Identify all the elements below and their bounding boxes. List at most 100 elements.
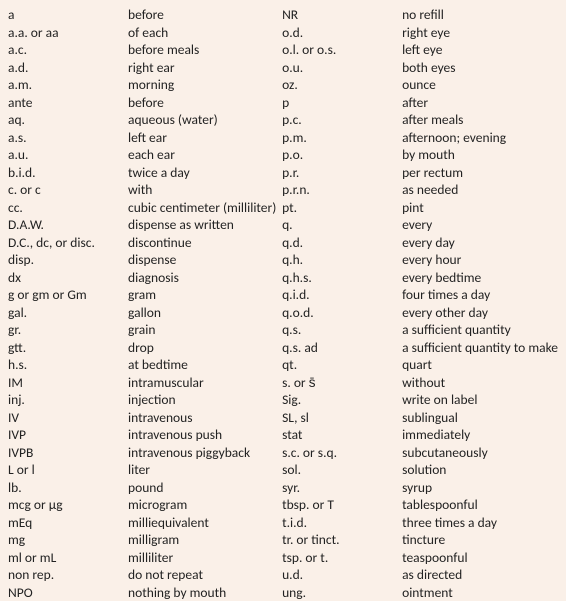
- right-abbr-row: q.: [282, 216, 402, 234]
- left-abbr-row: mEq: [8, 514, 128, 532]
- right-def-row: a sufficient quantity to make: [402, 339, 558, 357]
- right-abbr-row: tbsp. or T: [282, 496, 402, 514]
- right-def-row: ointment: [402, 584, 558, 601]
- left-abbr-row: a: [8, 6, 128, 24]
- right-abbr-row: p.m.: [282, 129, 402, 147]
- right-def-row: four times a day: [402, 286, 558, 304]
- right-def-row: tablespoonful: [402, 496, 558, 514]
- left-abbr-row: a.m.: [8, 76, 128, 94]
- right-abbr-row: p.o.: [282, 146, 402, 164]
- left-def-row: intravenous: [128, 409, 282, 427]
- left-abbr-row: gal.: [8, 304, 128, 322]
- left-def-row: cubic centimeter (milliliter): [128, 199, 282, 217]
- left-def-row: liter: [128, 461, 282, 479]
- left-abbr-row: a.a. or aa: [8, 24, 128, 42]
- left-abbr-row: L or l: [8, 461, 128, 479]
- left-abbr-row: D.C., dc, or disc.: [8, 234, 128, 252]
- left-abbr-row: IM: [8, 374, 128, 392]
- right-abbr-row: ung.: [282, 584, 402, 601]
- left-column-group: aa.a. or aaa.c.a.d.a.m.anteaq.a.s.a.u.b.…: [8, 6, 282, 569]
- right-def-row: after: [402, 94, 558, 112]
- left-def-row: discontinue: [128, 234, 282, 252]
- right-def-row: syrup: [402, 479, 558, 497]
- left-def-row: before: [128, 6, 282, 24]
- left-def-row: aqueous (water): [128, 111, 282, 129]
- left-def-row: at bedtime: [128, 356, 282, 374]
- right-abbr-row: s. or s̄: [282, 374, 402, 392]
- right-def-row: per rectum: [402, 164, 558, 182]
- left-def-row: before: [128, 94, 282, 112]
- right-def-row: left eye: [402, 41, 558, 59]
- left-abbr-row: aq.: [8, 111, 128, 129]
- left-abbr-row: IVPB: [8, 444, 128, 462]
- right-abbr-row: s.c. or s.q.: [282, 444, 402, 462]
- right-def-row: write on label: [402, 391, 558, 409]
- left-def-row: injection: [128, 391, 282, 409]
- left-abbr-row: mcg or µg: [8, 496, 128, 514]
- right-def-row: both eyes: [402, 59, 558, 77]
- left-def-row: morning: [128, 76, 282, 94]
- left-def-column: beforeof eachbefore mealsright earmornin…: [128, 6, 282, 569]
- right-column-group: NRo.d.o.l. or o.s.o.u.oz.pp.c.p.m.p.o.p.…: [282, 6, 558, 569]
- right-def-row: every hour: [402, 251, 558, 269]
- right-def-row: every other day: [402, 304, 558, 322]
- left-abbr-row: inj.: [8, 391, 128, 409]
- right-def-row: solution: [402, 461, 558, 479]
- right-abbr-row: p.r.: [282, 164, 402, 182]
- right-abbr-row: q.o.d.: [282, 304, 402, 322]
- left-abbr-row: a.u.: [8, 146, 128, 164]
- left-def-row: pound: [128, 479, 282, 497]
- left-abbr-row: a.s.: [8, 129, 128, 147]
- left-def-row: before meals: [128, 41, 282, 59]
- right-abbr-row: p: [282, 94, 402, 112]
- right-abbr-row: q.h.s.: [282, 269, 402, 287]
- left-def-row: intravenous piggyback: [128, 444, 282, 462]
- right-abbr-row: tr. or tinct.: [282, 531, 402, 549]
- left-abbr-row: c. or c: [8, 181, 128, 199]
- left-abbr-row: a.d.: [8, 59, 128, 77]
- left-def-row: dispense as written: [128, 216, 282, 234]
- left-abbr-row: ml or mL: [8, 549, 128, 567]
- right-def-row: teaspoonful: [402, 549, 558, 567]
- left-def-row: with: [128, 181, 282, 199]
- left-abbr-row: gr.: [8, 321, 128, 339]
- left-def-row: dispense: [128, 251, 282, 269]
- left-def-row: left ear: [128, 129, 282, 147]
- left-def-row: microgram: [128, 496, 282, 514]
- right-def-row: every day: [402, 234, 558, 252]
- right-def-row: without: [402, 374, 558, 392]
- left-abbr-row: NPO: [8, 584, 128, 601]
- right-def-row: a sufficient quantity: [402, 321, 558, 339]
- left-def-row: intravenous push: [128, 426, 282, 444]
- left-def-row: gallon: [128, 304, 282, 322]
- right-abbr-row: t.i.d.: [282, 514, 402, 532]
- right-def-row: every: [402, 216, 558, 234]
- right-abbr-row: p.c.: [282, 111, 402, 129]
- left-def-row: each ear: [128, 146, 282, 164]
- right-abbr-row: qt.: [282, 356, 402, 374]
- left-def-row: grain: [128, 321, 282, 339]
- right-abbr-row: syr.: [282, 479, 402, 497]
- left-abbr-row: D.A.W.: [8, 216, 128, 234]
- left-def-row: milliliter: [128, 549, 282, 567]
- right-def-row: tincture: [402, 531, 558, 549]
- left-abbr-row: IV: [8, 409, 128, 427]
- left-abbr-row: IVP: [8, 426, 128, 444]
- right-def-row: sublingual: [402, 409, 558, 427]
- left-def-row: drop: [128, 339, 282, 357]
- right-abbr-row: q.s. ad: [282, 339, 402, 357]
- right-abbr-row: NR: [282, 6, 402, 24]
- right-abbr-row: Sig.: [282, 391, 402, 409]
- right-def-row: as needed: [402, 181, 558, 199]
- left-def-row: intramuscular: [128, 374, 282, 392]
- right-def-row: every bedtime: [402, 269, 558, 287]
- right-abbr-column: NRo.d.o.l. or o.s.o.u.oz.pp.c.p.m.p.o.p.…: [282, 6, 402, 569]
- right-def-column: no refillright eyeleft eyeboth eyesounce…: [402, 6, 558, 569]
- left-def-row: right ear: [128, 59, 282, 77]
- right-def-row: ounce: [402, 76, 558, 94]
- left-def-row: milliequivalent: [128, 514, 282, 532]
- left-abbr-row: g or gm or Gm: [8, 286, 128, 304]
- right-abbr-row: q.d.: [282, 234, 402, 252]
- left-def-row: gram: [128, 286, 282, 304]
- left-abbr-row: disp.: [8, 251, 128, 269]
